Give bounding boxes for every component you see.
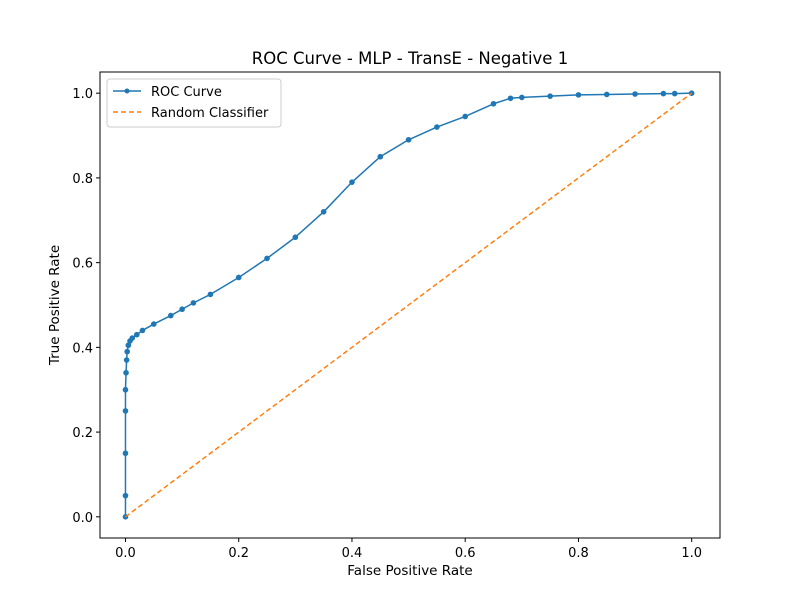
- data-point-roc-curve: [122, 450, 129, 457]
- y-tick-label: 0.2: [72, 426, 93, 441]
- data-point-roc-curve: [292, 234, 299, 241]
- y-axis-ticks: 0.0 0.2 0.4 0.6 0.8 1.0: [72, 87, 100, 526]
- data-point-roc-curve: [124, 348, 130, 355]
- data-point-roc-curve: [167, 312, 174, 319]
- data-point-roc-curve: [123, 357, 130, 363]
- series-layer: [122, 90, 695, 520]
- data-point-roc-curve: [179, 306, 185, 313]
- data-point-roc-curve: [123, 369, 129, 376]
- data-point-roc-curve: [139, 327, 146, 334]
- chart-title: ROC Curve - MLP - TransE - Negative 1: [252, 49, 568, 68]
- data-point-roc-curve: [671, 90, 678, 97]
- x-tick-label: 0.8: [568, 546, 589, 561]
- data-point-roc-curve: [603, 91, 610, 98]
- data-point-roc-curve: [190, 300, 197, 306]
- x-tick-label: 0.2: [228, 546, 249, 561]
- data-point-roc-curve: [547, 93, 553, 99]
- data-point-roc-curve: [122, 492, 129, 499]
- legend-marker-roc-curve: [124, 88, 130, 94]
- data-point-roc-curve: [507, 95, 514, 102]
- data-point-roc-curve: [632, 91, 638, 97]
- data-point-roc-curve: [349, 179, 355, 185]
- data-point-roc-curve: [405, 136, 412, 143]
- x-tick-label: 0.0: [115, 546, 136, 561]
- data-point-roc-curve: [575, 92, 582, 98]
- data-point-roc-curve: [122, 386, 129, 393]
- data-point-roc-curve: [125, 342, 132, 349]
- y-tick-label: 0.8: [72, 172, 93, 187]
- data-point-roc-curve: [264, 255, 270, 262]
- data-point-roc-curve: [129, 335, 136, 341]
- y-tick-label: 0.0: [72, 511, 93, 526]
- data-point-roc-curve: [134, 331, 140, 338]
- y-tick-label: 0.4: [72, 341, 93, 356]
- data-point-roc-curve: [377, 153, 384, 160]
- data-point-roc-curve: [235, 274, 242, 281]
- legend: ROC Curve Random Classifier: [106, 78, 282, 128]
- y-tick-label: 1.0: [72, 87, 93, 102]
- data-point-roc-curve: [320, 209, 327, 215]
- y-axis-label: True Positive Rate: [47, 245, 63, 366]
- data-point-roc-curve: [490, 100, 497, 107]
- legend-label-roc-curve: ROC Curve: [151, 85, 222, 100]
- legend-box: [106, 78, 282, 128]
- data-point-roc-curve: [519, 94, 525, 101]
- y-tick-label: 0.6: [72, 257, 93, 272]
- x-tick-label: 1.0: [681, 546, 702, 561]
- x-tick-label: 0.6: [455, 546, 476, 561]
- data-point-roc-curve: [462, 113, 469, 120]
- series-line-random-classifier: [125, 92, 693, 518]
- legend-label-random-classifier: Random Classifier: [151, 106, 269, 121]
- x-axis-label: False Positive Rate: [347, 563, 472, 579]
- plot-area: [99, 71, 721, 539]
- plot-background: [100, 72, 720, 538]
- plot-frame: [99, 71, 721, 539]
- data-point-roc-curve: [660, 90, 667, 97]
- x-axis-ticks: 0.0 0.2 0.4 0.6 0.8 1.0: [115, 538, 702, 561]
- data-point-roc-curve: [150, 321, 157, 327]
- data-point-roc-curve: [122, 408, 129, 414]
- data-point-roc-curve: [207, 291, 214, 298]
- x-tick-label: 0.4: [342, 546, 363, 561]
- data-point-roc-curve: [434, 124, 440, 130]
